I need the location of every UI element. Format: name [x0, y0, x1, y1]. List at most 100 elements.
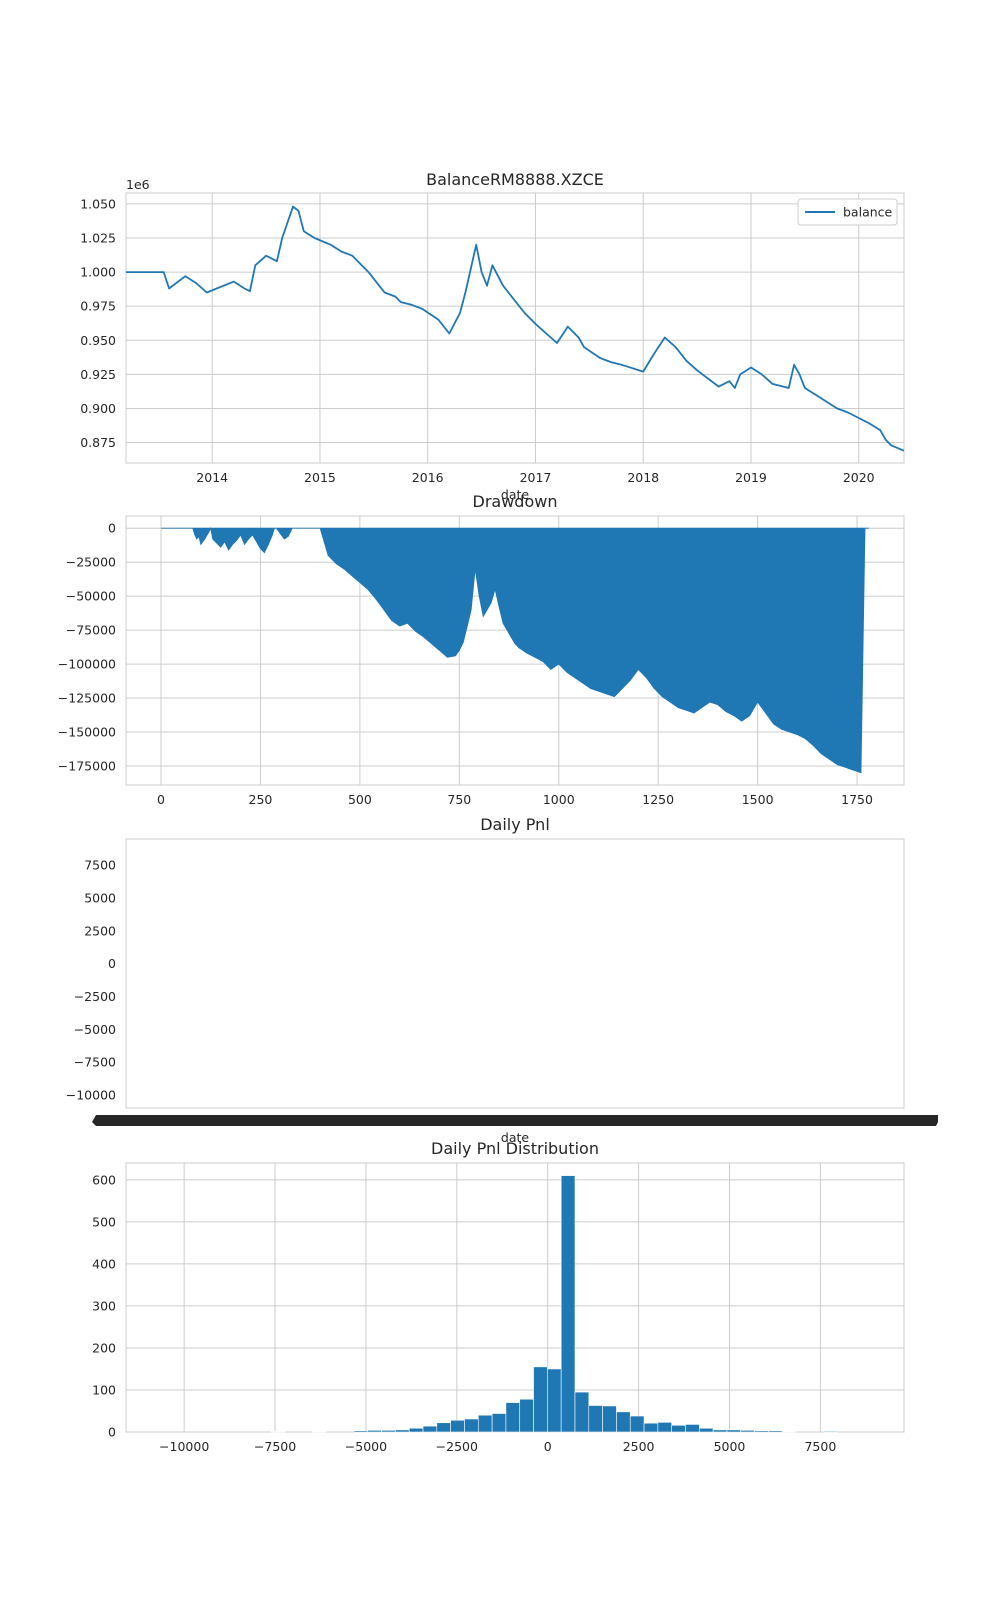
distribution-y-tick-label: 0 — [108, 1425, 116, 1440]
histogram-bar — [547, 1368, 562, 1433]
daily-pnl-y-tick-label: −7500 — [74, 1055, 116, 1070]
balance-x-axis-label: date — [501, 487, 529, 502]
distribution-x-tick-label: −7500 — [254, 1439, 296, 1454]
balance-y-tick-label: 0.975 — [80, 299, 116, 314]
balance-x-tick-label: 2018 — [627, 470, 659, 485]
histogram-bar — [464, 1418, 479, 1433]
balance-x-tick-label: 2015 — [304, 470, 336, 485]
balance-x-tick-label: 2016 — [412, 470, 444, 485]
histogram-bar — [436, 1422, 451, 1433]
balance-y-tick-label: 1.025 — [80, 231, 116, 246]
drawdown-x-tick-label: 1500 — [742, 792, 774, 807]
daily-pnl-ticks: 7500 5000 2500 0 −2500 −5000 −7500 −10000 — [66, 858, 116, 1103]
legend-label-balance: balance — [843, 205, 893, 220]
balance-y-tick-label: 0.950 — [80, 333, 116, 348]
histogram-bar — [519, 1398, 534, 1433]
distribution-y-tick-label: 500 — [92, 1214, 116, 1229]
daily-pnl-x-axis-label: date — [501, 1130, 529, 1145]
histogram-bar — [422, 1425, 438, 1433]
balance-y-tick-label: 0.875 — [80, 435, 116, 450]
drawdown-y-tick-label: −75000 — [66, 623, 116, 638]
pnl-distribution-chart: Daily Pnl Distribution −10000 −7500 −5000 −… — [92, 1139, 905, 1454]
balance-series — [126, 205, 905, 452]
histogram-bar — [395, 1429, 410, 1433]
drawdown-y-tick-label: −125000 — [58, 691, 116, 706]
daily-pnl-plot-area — [125, 838, 905, 1109]
balance-y-tick-label: 0.925 — [80, 367, 116, 382]
histogram-bar — [671, 1424, 686, 1433]
drawdown-x-tick-label: 1750 — [841, 792, 873, 807]
histogram-bar — [754, 1430, 769, 1433]
histogram-bar — [477, 1414, 493, 1433]
balance-title: BalanceRM8888.XZCE — [426, 170, 604, 189]
histogram-bar — [768, 1430, 783, 1433]
drawdown-ticks: 0 250 500 750 1000 1250 1500 1750 0 −25000 −50000 −… — [58, 521, 873, 807]
histogram-bar — [505, 1402, 521, 1433]
drawdown-series — [161, 526, 869, 774]
histogram-bar — [740, 1430, 755, 1433]
drawdown-x-tick-label: 250 — [249, 792, 273, 807]
drawdown-y-tick-label: −100000 — [58, 657, 116, 672]
histogram-bar — [629, 1415, 645, 1433]
balance-y-tick-label: 1.050 — [80, 196, 116, 211]
daily-pnl-title: Daily Pnl — [480, 815, 550, 834]
drawdown-y-tick-label: −50000 — [66, 589, 116, 604]
drawdown-x-tick-label: 0 — [157, 792, 165, 807]
balance-line — [126, 205, 905, 452]
drawdown-area — [161, 526, 869, 774]
histogram-bar — [491, 1413, 507, 1433]
daily-pnl-y-tick-label: 7500 — [84, 858, 116, 873]
drawdown-y-tick-label: −25000 — [66, 555, 116, 570]
balance-plot-area — [125, 192, 905, 464]
histogram-bar — [657, 1422, 672, 1433]
drawdown-x-tick-label: 1250 — [642, 792, 674, 807]
histogram-bar — [450, 1419, 465, 1433]
balance-legend: balance — [797, 198, 898, 226]
drawdown-title: Drawdown — [473, 492, 558, 511]
drawdown-x-tick-label: 500 — [348, 792, 372, 807]
drawdown-y-tick-label: −175000 — [58, 758, 116, 773]
balance-y-offset-text: 1e6 — [126, 177, 150, 192]
histogram-bar — [367, 1430, 382, 1433]
histogram-bar — [381, 1430, 396, 1433]
balance-y-tick-label: 0.900 — [80, 401, 116, 416]
balance-x-tick-label: 2020 — [843, 470, 875, 485]
daily-pnl-chart: Daily Pnl 7500 5000 2500 0 −2500 −5000 −7500 −1… — [66, 815, 938, 1145]
pnl-distribution-title: Daily Pnl Distribution — [431, 1139, 599, 1158]
distribution-y-tick-label: 600 — [92, 1172, 116, 1187]
distribution-x-tick-label: 0 — [544, 1439, 552, 1454]
histogram-bar — [408, 1427, 424, 1433]
histogram-bar — [602, 1405, 617, 1433]
distribution-x-tick-label: 5000 — [714, 1439, 746, 1454]
histogram-bar — [823, 1430, 838, 1433]
daily-pnl-y-tick-label: −2500 — [74, 989, 116, 1004]
balance-y-tick-label: 1.000 — [80, 265, 116, 280]
distribution-x-tick-label: 7500 — [804, 1439, 836, 1454]
histogram-bar — [643, 1422, 659, 1433]
pnl-distribution-series — [270, 1175, 838, 1433]
balance-grid — [126, 193, 904, 463]
histogram-bar — [588, 1405, 603, 1433]
histogram-bar — [353, 1430, 369, 1433]
balance-x-tick-label: 2019 — [735, 470, 767, 485]
distribution-x-tick-label: −2500 — [436, 1439, 478, 1454]
legend-box — [797, 198, 898, 226]
histogram-bar — [712, 1429, 728, 1433]
balance-ticks: 2014 2015 2016 2017 2018 2019 2020 0.875 0.900 0.… — [80, 196, 874, 485]
daily-pnl-y-tick-label: −5000 — [74, 1022, 116, 1037]
distribution-y-tick-label: 200 — [92, 1340, 116, 1355]
histogram-bar — [616, 1411, 631, 1433]
distribution-x-tick-label: −10000 — [159, 1439, 209, 1454]
histogram-bar — [533, 1366, 548, 1433]
histogram-bar — [699, 1427, 714, 1433]
daily-pnl-y-tick-label: 2500 — [84, 923, 116, 938]
daily-pnl-y-tick-label: −10000 — [66, 1087, 116, 1102]
distribution-y-tick-label: 100 — [92, 1382, 116, 1397]
histogram-bar — [560, 1175, 576, 1433]
balance-x-tick-label: 2017 — [520, 470, 552, 485]
pnl-distribution-plot-area — [125, 1162, 905, 1433]
distribution-x-tick-label: −5000 — [345, 1439, 387, 1454]
drawdown-x-tick-label: 750 — [447, 792, 471, 807]
distribution-x-tick-label: 2500 — [623, 1439, 655, 1454]
